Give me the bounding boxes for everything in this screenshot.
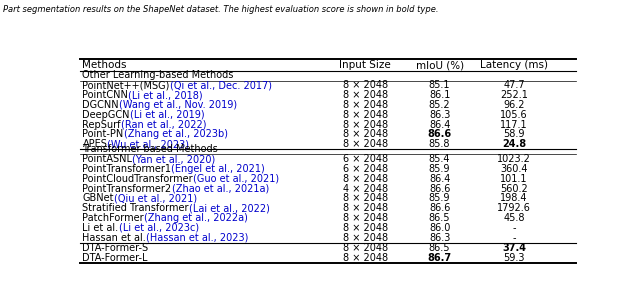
Text: 86.4: 86.4 <box>429 120 451 130</box>
Text: 86.4: 86.4 <box>429 174 451 184</box>
Text: 101.1: 101.1 <box>500 174 528 184</box>
Text: 8 × 2048: 8 × 2048 <box>342 90 388 100</box>
Text: (Li et al., 2023c): (Li et al., 2023c) <box>118 223 199 233</box>
Text: (Zhang et al., 2023b): (Zhang et al., 2023b) <box>124 129 228 140</box>
Text: 85.2: 85.2 <box>429 100 451 110</box>
Text: RepSurf: RepSurf <box>83 120 121 130</box>
Text: (Wang et al., Nov. 2019): (Wang et al., Nov. 2019) <box>119 100 237 110</box>
Text: 8 × 2048: 8 × 2048 <box>342 129 388 140</box>
Text: 85.4: 85.4 <box>429 154 451 164</box>
Text: 86.5: 86.5 <box>429 243 451 253</box>
Text: 86.7: 86.7 <box>428 253 452 262</box>
Text: 560.2: 560.2 <box>500 184 528 194</box>
Text: DGCNN: DGCNN <box>83 100 119 110</box>
Text: DTA-Former-L: DTA-Former-L <box>83 253 148 262</box>
Text: PointASNL: PointASNL <box>83 154 132 164</box>
Text: 37.4: 37.4 <box>502 243 526 253</box>
Text: 86.0: 86.0 <box>429 223 451 233</box>
Text: 8 × 2048: 8 × 2048 <box>342 193 388 204</box>
Text: (Lai et al., 2022): (Lai et al., 2022) <box>189 203 270 213</box>
Text: (Wu et al., 2023): (Wu et al., 2023) <box>108 139 189 149</box>
Text: (Ran et al., 2022): (Ran et al., 2022) <box>121 120 207 130</box>
Text: 85.1: 85.1 <box>429 80 451 90</box>
Text: 58.9: 58.9 <box>503 129 525 140</box>
Text: (Qi et al., Dec. 2017): (Qi et al., Dec. 2017) <box>170 80 272 90</box>
Text: 86.3: 86.3 <box>429 233 451 243</box>
Text: 252.1: 252.1 <box>500 90 528 100</box>
Text: DTA-Former-S: DTA-Former-S <box>83 243 148 253</box>
Text: (Li et al., 2019): (Li et al., 2019) <box>130 110 205 120</box>
Text: 86.5: 86.5 <box>429 213 451 223</box>
Text: Li et al.: Li et al. <box>83 223 118 233</box>
Text: 86.6: 86.6 <box>429 184 451 194</box>
Text: -: - <box>512 233 516 243</box>
Text: 8 × 2048: 8 × 2048 <box>342 110 388 120</box>
Text: 85.8: 85.8 <box>429 139 451 149</box>
Text: 8 × 2048: 8 × 2048 <box>342 139 388 149</box>
Text: 86.3: 86.3 <box>429 110 451 120</box>
Text: Latency (ms): Latency (ms) <box>480 60 548 70</box>
Text: 8 × 2048: 8 × 2048 <box>342 243 388 253</box>
Text: Point-PN: Point-PN <box>83 129 124 140</box>
Text: -: - <box>512 223 516 233</box>
Text: PatchFormer: PatchFormer <box>83 213 144 223</box>
Text: 45.8: 45.8 <box>503 213 525 223</box>
Text: 86.6: 86.6 <box>428 129 452 140</box>
Text: GBNet: GBNet <box>83 193 114 204</box>
Text: mIoU (%): mIoU (%) <box>415 60 463 70</box>
Text: Methods: Methods <box>83 60 127 70</box>
Text: APES: APES <box>83 139 108 149</box>
Text: 96.2: 96.2 <box>503 100 525 110</box>
Text: 8 × 2048: 8 × 2048 <box>342 253 388 262</box>
Text: (Yan et al., 2020): (Yan et al., 2020) <box>132 154 216 164</box>
Text: 8 × 2048: 8 × 2048 <box>342 213 388 223</box>
Text: 8 × 2048: 8 × 2048 <box>342 100 388 110</box>
Text: DeepGCN: DeepGCN <box>83 110 130 120</box>
Text: 8 × 2048: 8 × 2048 <box>342 233 388 243</box>
Text: (Guo et al., 2021): (Guo et al., 2021) <box>193 174 279 184</box>
Text: 86.1: 86.1 <box>429 90 451 100</box>
Text: 4 × 2048: 4 × 2048 <box>342 184 388 194</box>
Text: 198.4: 198.4 <box>500 193 528 204</box>
Text: 86.6: 86.6 <box>429 203 451 213</box>
Text: Other Learning-based Methods: Other Learning-based Methods <box>83 71 234 80</box>
Text: 8 × 2048: 8 × 2048 <box>342 223 388 233</box>
Text: (Qiu et al., 2021): (Qiu et al., 2021) <box>114 193 197 204</box>
Text: 1023.2: 1023.2 <box>497 154 531 164</box>
Text: PointTransformer1: PointTransformer1 <box>83 164 172 174</box>
Text: PointCloudTransformer: PointCloudTransformer <box>83 174 193 184</box>
Text: Transformer-based Methods: Transformer-based Methods <box>83 144 218 154</box>
Text: 8 × 2048: 8 × 2048 <box>342 80 388 90</box>
Text: 117.1: 117.1 <box>500 120 528 130</box>
Text: 105.6: 105.6 <box>500 110 528 120</box>
Text: 8 × 2048: 8 × 2048 <box>342 203 388 213</box>
Text: (Engel et al., 2021): (Engel et al., 2021) <box>172 164 265 174</box>
Text: PointNet++(MSG): PointNet++(MSG) <box>83 80 170 90</box>
Text: (Hassan et al., 2023): (Hassan et al., 2023) <box>146 233 248 243</box>
Text: 47.7: 47.7 <box>503 80 525 90</box>
Text: 1792.6: 1792.6 <box>497 203 531 213</box>
Text: 8 × 2048: 8 × 2048 <box>342 174 388 184</box>
Text: 85.9: 85.9 <box>429 164 451 174</box>
Text: 24.8: 24.8 <box>502 139 526 149</box>
Text: 360.4: 360.4 <box>500 164 528 174</box>
Text: PointCNN: PointCNN <box>83 90 129 100</box>
Text: 8 × 2048: 8 × 2048 <box>342 120 388 130</box>
Text: 59.3: 59.3 <box>503 253 525 262</box>
Text: (Zhang et al., 2022a): (Zhang et al., 2022a) <box>144 213 248 223</box>
Text: Stratified Transformer: Stratified Transformer <box>83 203 189 213</box>
Text: (Zhao et al., 2021a): (Zhao et al., 2021a) <box>172 184 269 194</box>
Text: 85.9: 85.9 <box>429 193 451 204</box>
Text: Part segmentation results on the ShapeNet dataset. The highest evaluation score : Part segmentation results on the ShapeNe… <box>3 5 438 14</box>
Text: (Li et al., 2018): (Li et al., 2018) <box>129 90 203 100</box>
Text: Input Size: Input Size <box>339 60 391 70</box>
Text: Hassan et al.: Hassan et al. <box>83 233 146 243</box>
Text: PointTransformer2: PointTransformer2 <box>83 184 172 194</box>
Text: 6 × 2048: 6 × 2048 <box>342 164 388 174</box>
Text: 6 × 2048: 6 × 2048 <box>342 154 388 164</box>
